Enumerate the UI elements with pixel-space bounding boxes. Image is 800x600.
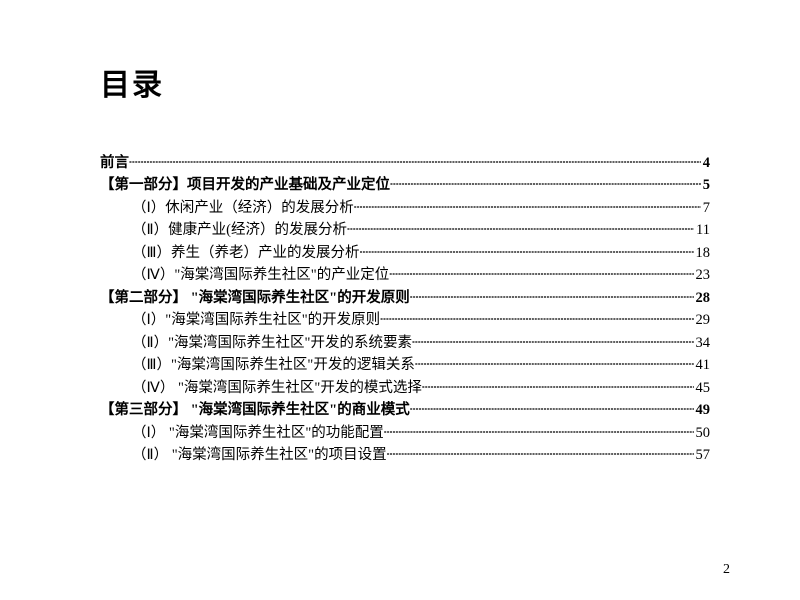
toc-leader-dots [360,242,694,264]
toc-entry-page: 34 [694,332,711,354]
toc-entry-label: 【第一部分】项目开发的产业基础及产业定位 [100,174,390,196]
toc-entry-label: （Ⅰ）休闲产业（经济）的发展分析 [132,197,354,219]
toc-row: （Ⅰ）"海棠湾国际养生社区"的开发原则 29 [100,309,710,331]
toc-entry-label: （Ⅱ） "海棠湾国际养生社区"的项目设置 [132,444,387,466]
toc-row: （Ⅰ）休闲产业（经济）的发展分析 7 [100,197,710,219]
toc-entry-label: （Ⅰ）"海棠湾国际养生社区"的开发原则 [132,309,380,331]
toc-entry-page: 7 [701,197,710,219]
toc-entry-label: （Ⅲ）"海棠湾国际养生社区"开发的逻辑关系 [132,354,415,376]
toc-row: （Ⅲ）养生（养老）产业的发展分析 18 [100,242,710,264]
toc-leader-dots [422,377,694,399]
toc-entry-label: 前言 [100,152,129,174]
toc-entry-label: （Ⅳ） "海棠湾国际养生社区"开发的模式选择 [132,377,422,399]
toc-entry-label: （Ⅳ）"海棠湾国际养生社区"的产业定位 [132,264,389,286]
table-of-contents: 前言4【第一部分】项目开发的产业基础及产业定位5（Ⅰ）休闲产业（经济）的发展分析… [100,152,710,467]
toc-title: 目录 [100,60,710,104]
toc-entry-label: 【第三部分】 "海棠湾国际养生社区"的商业模式 [100,399,410,421]
toc-leader-dots [129,152,701,174]
page-number: 2 [723,562,730,578]
toc-entry-label: （Ⅰ） "海棠湾国际养生社区"的功能配置 [132,422,384,444]
toc-row: 【第二部分】 "海棠湾国际养生社区"的开发原则 28 [100,287,710,309]
toc-entry-page: 45 [694,377,711,399]
toc-entry-label: （Ⅱ）"海棠湾国际养生社区"开发的系统要素 [132,332,412,354]
page-container: 目录 前言4【第一部分】项目开发的产业基础及产业定位5（Ⅰ）休闲产业（经济）的发… [0,0,800,497]
toc-entry-page: 4 [701,152,710,174]
toc-leader-dots [354,197,701,219]
toc-row: （Ⅱ）"海棠湾国际养生社区"开发的系统要素 34 [100,332,710,354]
toc-leader-dots [387,444,694,466]
toc-leader-dots [389,264,693,286]
toc-leader-dots [347,219,694,241]
toc-leader-dots [390,174,701,196]
toc-entry-label: （Ⅱ）健康产业(经济）的发展分析 [132,219,347,241]
toc-entry-page: 41 [694,354,711,376]
toc-leader-dots [410,399,694,421]
toc-row: 【第一部分】项目开发的产业基础及产业定位 5 [100,174,710,196]
toc-entry-page: 23 [694,264,711,286]
toc-leader-dots [410,287,694,309]
toc-entry-page: 5 [701,174,710,196]
toc-leader-dots [415,354,694,376]
toc-leader-dots [412,332,694,354]
toc-row: （Ⅱ）健康产业(经济）的发展分析 11 [100,219,710,241]
toc-entry-label: （Ⅲ）养生（养老）产业的发展分析 [132,242,360,264]
toc-entry-label: 【第二部分】 "海棠湾国际养生社区"的开发原则 [100,287,410,309]
toc-row: 【第三部分】 "海棠湾国际养生社区"的商业模式 49 [100,399,710,421]
toc-leader-dots [384,422,694,444]
toc-entry-page: 28 [694,287,711,309]
toc-row: （Ⅲ）"海棠湾国际养生社区"开发的逻辑关系 41 [100,354,710,376]
toc-entry-page: 18 [694,242,711,264]
toc-entry-page: 50 [694,422,711,444]
toc-entry-page: 11 [694,219,710,241]
toc-leader-dots [380,309,693,331]
toc-entry-page: 29 [694,309,711,331]
toc-entry-page: 57 [694,444,711,466]
toc-row: （Ⅳ） "海棠湾国际养生社区"开发的模式选择 45 [100,377,710,399]
toc-row: （Ⅳ）"海棠湾国际养生社区"的产业定位 23 [100,264,710,286]
toc-row: （Ⅰ） "海棠湾国际养生社区"的功能配置 50 [100,422,710,444]
toc-row: （Ⅱ） "海棠湾国际养生社区"的项目设置 57 [100,444,710,466]
toc-row: 前言 4 [100,152,710,174]
toc-entry-page: 49 [694,399,711,421]
